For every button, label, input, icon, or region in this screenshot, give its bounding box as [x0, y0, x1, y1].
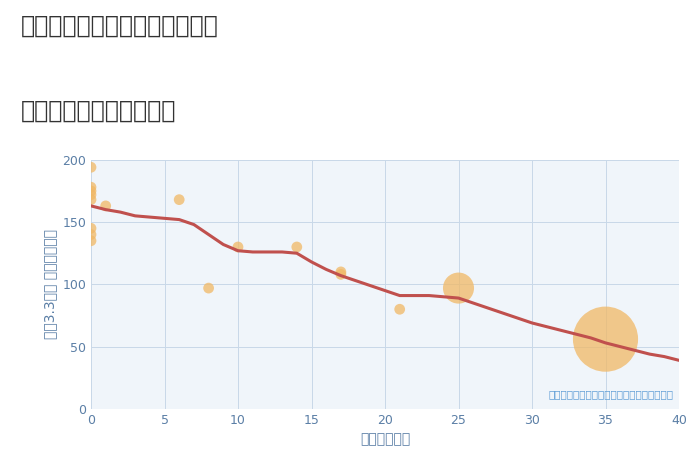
- Point: [85, 196, 97, 204]
- Point: [85, 187, 97, 195]
- Point: [394, 306, 405, 313]
- Point: [85, 231, 97, 238]
- Point: [85, 164, 97, 171]
- Point: [335, 271, 346, 278]
- Point: [85, 183, 97, 191]
- Point: [232, 243, 244, 251]
- Point: [174, 196, 185, 204]
- Point: [335, 268, 346, 275]
- Y-axis label: 坪（3.3㎡） 単価（万円）: 坪（3.3㎡） 単価（万円）: [43, 229, 57, 339]
- Point: [85, 237, 97, 244]
- Text: 築年数別中古戸建て価格: 築年数別中古戸建て価格: [21, 99, 176, 123]
- Point: [85, 191, 97, 198]
- Point: [291, 243, 302, 251]
- Text: 円の大きさは、取引のあった物件面積を示す: 円の大きさは、取引のあった物件面積を示す: [548, 389, 673, 399]
- Point: [600, 336, 611, 343]
- Point: [453, 284, 464, 292]
- Point: [203, 284, 214, 292]
- Point: [100, 202, 111, 210]
- Text: 愛知県名古屋市千種区春里町の: 愛知県名古屋市千種区春里町の: [21, 14, 218, 38]
- X-axis label: 築年数（年）: 築年数（年）: [360, 432, 410, 446]
- Point: [85, 225, 97, 232]
